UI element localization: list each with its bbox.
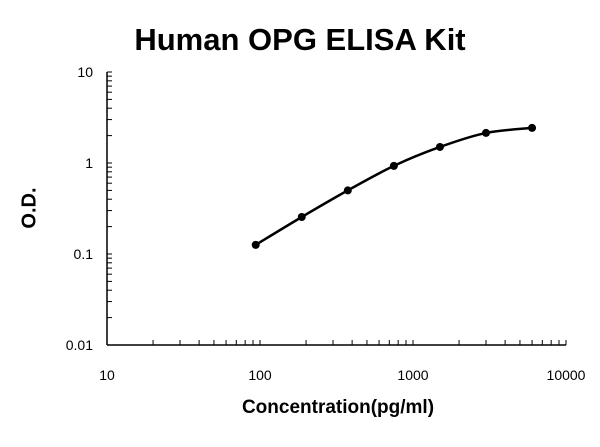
data-point xyxy=(297,213,306,222)
chart-title: Human OPG ELISA Kit xyxy=(134,22,466,57)
x-tick-label: 10 xyxy=(99,367,115,383)
data-point xyxy=(481,128,490,137)
data-point xyxy=(343,186,352,195)
data-point xyxy=(389,161,398,170)
data-point xyxy=(251,240,260,249)
series-line xyxy=(255,126,533,246)
x-tick-label: 100 xyxy=(248,367,272,383)
y-tick-label: 0.01 xyxy=(66,337,93,353)
y-tick-label: 10 xyxy=(77,64,93,80)
data-point xyxy=(435,142,444,151)
data-point xyxy=(528,123,537,132)
y-tick-label: 1 xyxy=(85,155,93,171)
x-axis-label: Concentration(pg/ml) xyxy=(241,397,435,418)
x-tick-label: 10000 xyxy=(547,367,586,383)
x-tick-label: 1000 xyxy=(397,367,428,383)
y-tick-label: 0.1 xyxy=(74,246,94,262)
